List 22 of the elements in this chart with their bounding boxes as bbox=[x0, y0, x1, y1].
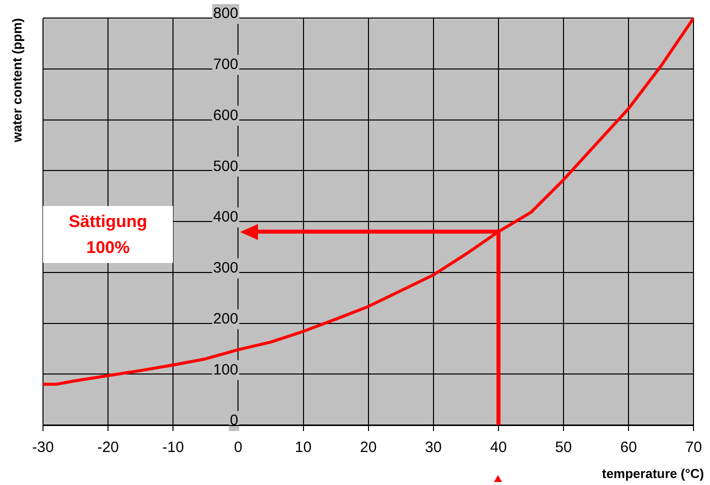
x-tick-label: -10 bbox=[162, 439, 184, 456]
y-tick-label: 600 bbox=[213, 106, 238, 124]
y-tick-label: 100 bbox=[213, 361, 238, 378]
x-tick-label: -20 bbox=[97, 439, 119, 456]
y-tick-label: 500 bbox=[213, 158, 238, 175]
x-tick-label: 10 bbox=[294, 439, 312, 456]
x-tick-label: 60 bbox=[620, 439, 637, 456]
x-tick-label: 70 bbox=[685, 439, 702, 456]
y-tick-label: 300 bbox=[213, 260, 238, 277]
y-tick-label: 700 bbox=[213, 56, 238, 74]
annotation: Sättigung 100% bbox=[43, 206, 173, 263]
x-tick-label: 40 bbox=[490, 439, 507, 456]
x-tick-label: 20 bbox=[360, 439, 377, 456]
y-tick-label: 0 bbox=[230, 412, 238, 430]
y-axis-title: water content (ppm) bbox=[10, 18, 25, 144]
y-tick-label: 800 bbox=[213, 5, 238, 22]
y-tick-label: 400 bbox=[213, 208, 238, 226]
x-axis-title: temperature (°C) bbox=[602, 466, 704, 481]
x-tick-label: 30 bbox=[425, 439, 442, 456]
x-tick-label: -30 bbox=[32, 439, 54, 456]
y-tick-label: 200 bbox=[213, 310, 238, 328]
x-tick-label: 50 bbox=[555, 439, 572, 456]
